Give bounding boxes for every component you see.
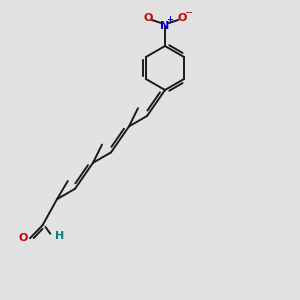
- Text: O: O: [18, 233, 28, 243]
- Text: O: O: [143, 13, 153, 23]
- Text: O: O: [177, 13, 187, 23]
- Text: H: H: [55, 231, 64, 241]
- Text: N: N: [160, 21, 169, 31]
- Text: +: +: [167, 16, 173, 25]
- Text: −: −: [185, 8, 193, 18]
